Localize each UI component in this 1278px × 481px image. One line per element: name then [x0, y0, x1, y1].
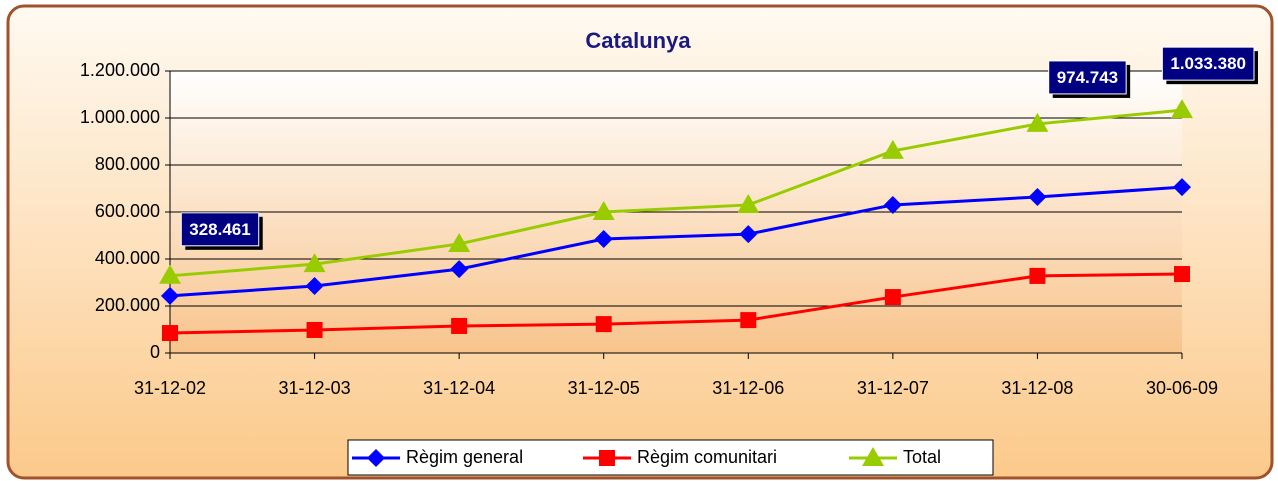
marker [1029, 267, 1046, 284]
marker [448, 232, 471, 252]
y-tick-label: 1.000.000 [80, 107, 160, 127]
marker [305, 277, 324, 296]
chart-title: Catalunya [585, 28, 691, 53]
x-tick-label: 31-12-02 [134, 378, 206, 398]
data-label: 328.461 [189, 220, 250, 239]
marker [883, 195, 902, 214]
y-tick-label: 400.000 [95, 248, 160, 268]
x-tick-label: 31-12-04 [423, 378, 495, 398]
x-tick-label: 30-06-09 [1146, 378, 1218, 398]
marker [740, 312, 757, 329]
series-line [169, 108, 1183, 278]
y-tick-label: 600.000 [95, 201, 160, 221]
y-tick-label: 0 [150, 342, 160, 362]
y-tick-label: 200.000 [95, 295, 160, 315]
marker [595, 316, 612, 333]
marker [159, 264, 181, 284]
marker [884, 289, 901, 306]
series-line [169, 272, 1183, 335]
marker [599, 450, 615, 466]
marker [737, 193, 760, 213]
marker [594, 230, 613, 249]
marker [161, 286, 179, 305]
marker [451, 317, 468, 334]
marker [450, 260, 469, 279]
marker [862, 447, 884, 466]
legend-label: Règim comunitari [637, 447, 777, 467]
x-tick-label: 31-12-05 [568, 378, 640, 398]
data-label: 974.743 [1057, 68, 1118, 87]
data-label-box [1161, 46, 1255, 81]
x-tick-label: 31-12-07 [857, 378, 929, 398]
legend-label: Règim general [406, 447, 523, 467]
marker [162, 325, 178, 342]
marker [306, 321, 323, 338]
marker [367, 449, 385, 467]
data-label-box [180, 212, 260, 247]
marker [881, 139, 904, 159]
marker [1171, 99, 1193, 119]
marker [1173, 178, 1191, 197]
x-tick-label: 31-12-06 [712, 378, 784, 398]
x-tick-label: 31-12-03 [279, 378, 351, 398]
marker [303, 253, 326, 273]
marker [1026, 112, 1049, 132]
data-label: 1.033.380 [1170, 54, 1246, 73]
y-tick-label: 800.000 [95, 154, 160, 174]
marker [1028, 187, 1047, 206]
legend-label: Total [903, 447, 941, 467]
x-tick-label: 31-12-08 [1001, 378, 1073, 398]
marker [739, 225, 758, 244]
marker [1174, 266, 1190, 283]
data-label-box [1048, 60, 1127, 95]
y-tick-label: 1.200.000 [80, 60, 160, 80]
series-line [169, 185, 1183, 298]
marker [592, 201, 615, 220]
